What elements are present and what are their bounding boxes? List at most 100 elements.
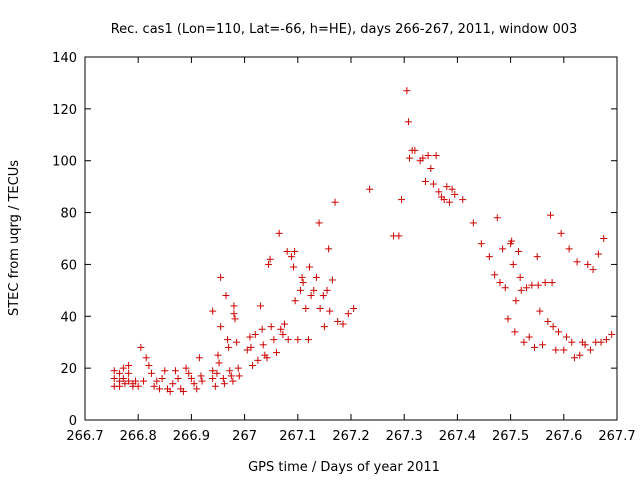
data-point xyxy=(316,305,324,313)
data-point xyxy=(166,387,174,395)
data-point xyxy=(528,281,536,289)
data-point xyxy=(496,279,504,287)
data-point xyxy=(557,229,565,237)
x-tick-label: 267.5 xyxy=(492,429,529,444)
data-point xyxy=(246,333,254,341)
y-tick-label: 0 xyxy=(69,414,77,429)
data-point xyxy=(549,323,557,331)
data-point xyxy=(504,315,512,323)
data-point xyxy=(395,232,403,240)
data-point xyxy=(193,385,201,393)
data-point xyxy=(429,180,437,188)
data-point xyxy=(291,247,299,255)
data-point xyxy=(339,320,347,328)
data-point xyxy=(581,341,589,349)
data-point xyxy=(182,364,190,372)
data-point xyxy=(315,219,323,227)
data-point xyxy=(283,247,291,255)
data-point xyxy=(197,372,205,380)
data-point xyxy=(312,273,320,281)
x-tick-label: 267.1 xyxy=(279,429,316,444)
x-tick-label: 267.4 xyxy=(439,429,476,444)
data-point xyxy=(435,188,443,196)
data-point xyxy=(259,341,267,349)
data-point xyxy=(589,266,597,274)
data-point xyxy=(198,377,206,385)
data-point xyxy=(326,307,334,315)
data-point xyxy=(219,375,227,383)
data-point xyxy=(231,315,239,323)
data-point xyxy=(432,152,440,160)
data-point xyxy=(215,359,223,367)
x-tick-label: 267.7 xyxy=(598,429,635,444)
data-point xyxy=(573,258,581,266)
data-point xyxy=(552,346,560,354)
data-point xyxy=(220,380,228,388)
data-point xyxy=(304,336,312,344)
data-point xyxy=(234,364,242,372)
data-point xyxy=(584,260,592,268)
x-tick-label: 266.9 xyxy=(173,429,210,444)
data-point xyxy=(217,273,225,281)
data-point xyxy=(179,387,187,395)
data-point xyxy=(299,279,307,287)
data-point xyxy=(406,154,414,162)
data-point xyxy=(424,152,432,160)
y-tick-label: 80 xyxy=(60,207,77,222)
data-point xyxy=(251,330,259,338)
data-point xyxy=(323,286,331,294)
data-point xyxy=(512,297,520,305)
data-point xyxy=(213,369,221,377)
data-point xyxy=(290,263,298,271)
x-tick-label: 267.2 xyxy=(332,429,369,444)
data-point xyxy=(140,377,148,385)
data-point xyxy=(525,333,533,341)
data-point xyxy=(281,320,288,328)
data-point xyxy=(132,377,140,385)
data-point xyxy=(296,286,304,294)
data-point xyxy=(291,297,299,305)
data-point xyxy=(125,377,133,385)
x-tick-label: 266.8 xyxy=(120,429,157,444)
y-tick-label: 140 xyxy=(52,51,77,66)
data-point xyxy=(419,154,427,162)
data-point xyxy=(515,247,523,255)
data-point xyxy=(254,356,262,364)
data-point xyxy=(568,338,576,346)
x-tick-label: 267 xyxy=(232,429,257,444)
data-point xyxy=(403,87,411,95)
data-point xyxy=(169,380,177,388)
data-point xyxy=(427,164,435,172)
data-point xyxy=(541,279,549,287)
data-point xyxy=(421,177,429,185)
data-point xyxy=(110,375,118,383)
data-point xyxy=(565,245,573,253)
data-point xyxy=(209,307,217,315)
data-point xyxy=(469,219,477,227)
data-point xyxy=(294,336,302,344)
data-point xyxy=(150,382,158,390)
data-point xyxy=(119,375,127,383)
data-point xyxy=(608,330,616,338)
data-point xyxy=(190,380,198,388)
data-point xyxy=(187,375,195,383)
data-point xyxy=(334,317,342,325)
data-point xyxy=(119,364,127,372)
plot-frame xyxy=(84,56,618,421)
y-tick-label: 40 xyxy=(60,310,77,325)
data-point xyxy=(586,346,594,354)
data-point xyxy=(602,336,610,344)
axis-ticks: 266.7 266.8 266.9 267 267.1 267.2 267.3 267.4 26… xyxy=(52,51,635,444)
data-point xyxy=(273,349,281,357)
data-point xyxy=(298,273,306,281)
data-point xyxy=(137,343,145,351)
y-tick-label: 60 xyxy=(60,258,77,273)
data-point xyxy=(125,369,133,377)
data-point xyxy=(451,190,459,198)
data-point xyxy=(227,372,235,380)
data-point xyxy=(209,367,217,375)
data-point xyxy=(443,183,451,191)
x-tick-label: 267.3 xyxy=(386,429,423,444)
data-point xyxy=(560,346,568,354)
chart-title: Rec. cas1 (Lon=110, Lat=-66, h=HE), days… xyxy=(111,22,578,37)
